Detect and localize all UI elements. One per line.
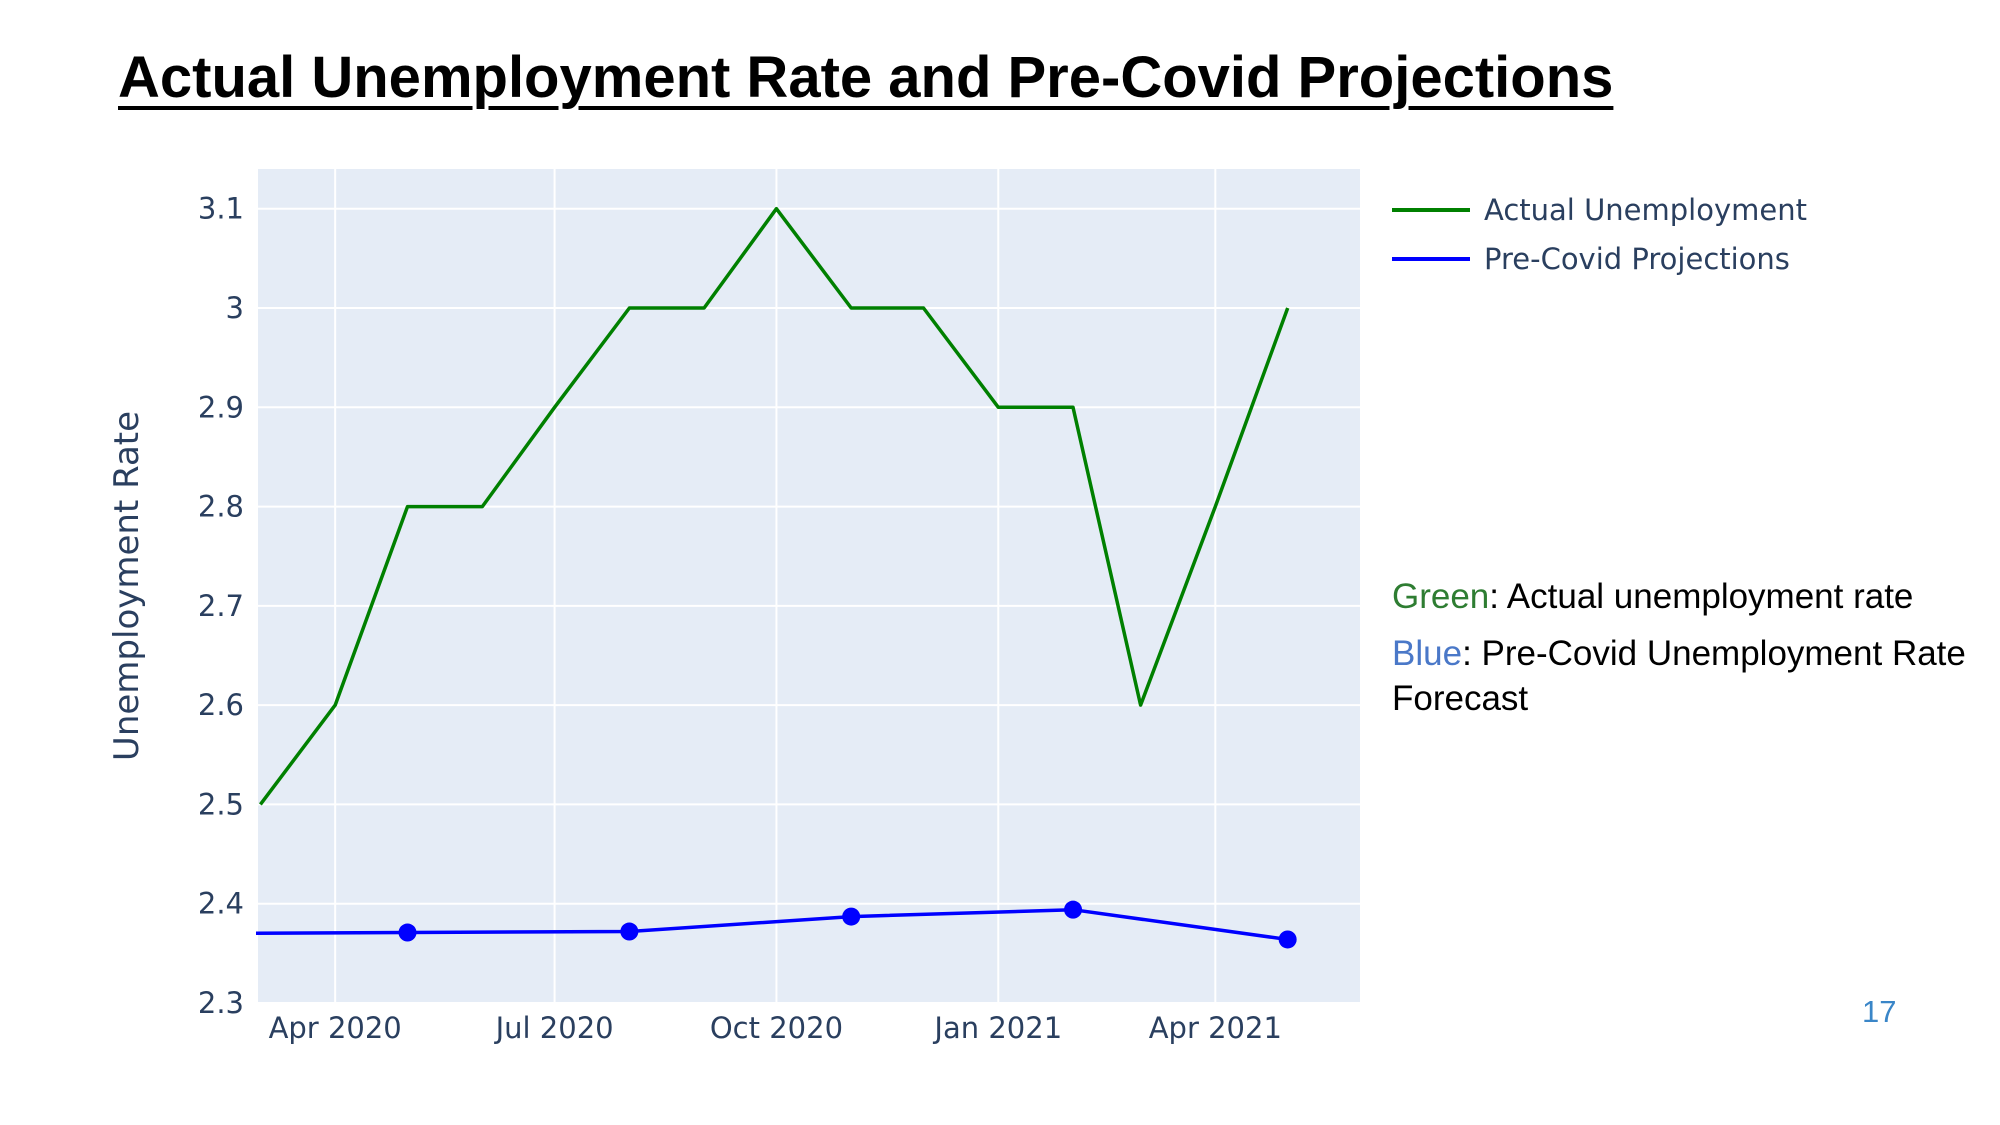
projection-point — [181, 925, 199, 943]
tick-labels: 2.3 2.4 2.5 2.6 2.7 2.8 2.9 3 3.1 Apr 2020 Jul 202… — [198, 192, 1282, 1045]
projection-point — [1278, 930, 1297, 949]
legend-label-projection: Pre-Covid Projections — [1484, 242, 1790, 276]
y-axis-title: Unemployment Rate — [107, 411, 147, 761]
note-blue-text: : Pre-Covid Unemployment Rate Forecast — [1392, 634, 1966, 718]
note-green-text: : Actual unemployment rate — [1489, 577, 1914, 616]
series-line-projection — [256, 907, 1288, 942]
projection-point — [842, 907, 861, 926]
color-notes: Green: Actual unemployment rate Blue: Pr… — [1392, 574, 1972, 733]
y-tick-label: 3.1 — [198, 192, 244, 226]
y-tick-label: 2.8 — [198, 490, 244, 524]
legend-label-actual: Actual Unemployment — [1484, 193, 1807, 227]
page-number: 17 — [1862, 994, 1897, 1029]
x-tick-label: Oct 2020 — [710, 1011, 843, 1045]
note-blue-label: Blue — [1392, 634, 1463, 673]
x-tick-label: Jan 2021 — [932, 1011, 1062, 1045]
y-tick-label: 3 — [226, 291, 244, 325]
legend: Actual Unemployment Pre-Covid Projections — [1392, 193, 1807, 276]
projection-point — [398, 923, 417, 942]
plot-area — [258, 169, 1360, 1003]
y-tick-label: 2.7 — [198, 589, 244, 623]
grid-lines — [258, 169, 1360, 1004]
x-tick-label: Apr 2021 — [1149, 1011, 1282, 1045]
y-tick-label: 2.4 — [198, 887, 244, 921]
y-tick-label: 2.6 — [198, 688, 244, 722]
x-tick-label: Apr 2020 — [269, 1011, 402, 1045]
projection-point — [620, 922, 639, 941]
y-tick-label: 2.9 — [198, 390, 244, 424]
series-layer — [181, 206, 1297, 949]
note-green: Green: Actual unemployment rate — [1392, 574, 1972, 619]
y-tick-label: 2.5 — [198, 787, 244, 821]
projection-point — [1064, 900, 1083, 919]
note-green-label: Green — [1392, 577, 1490, 616]
note-blue: Blue: Pre-Covid Unemployment Rate Foreca… — [1392, 631, 1972, 721]
y-tick-label: 2.3 — [198, 986, 244, 1020]
slide-title: Actual Unemployment Rate and Pre-Covid P… — [118, 45, 1614, 110]
x-tick-label: Jul 2020 — [494, 1011, 614, 1045]
series-line-actual — [259, 206, 1290, 806]
